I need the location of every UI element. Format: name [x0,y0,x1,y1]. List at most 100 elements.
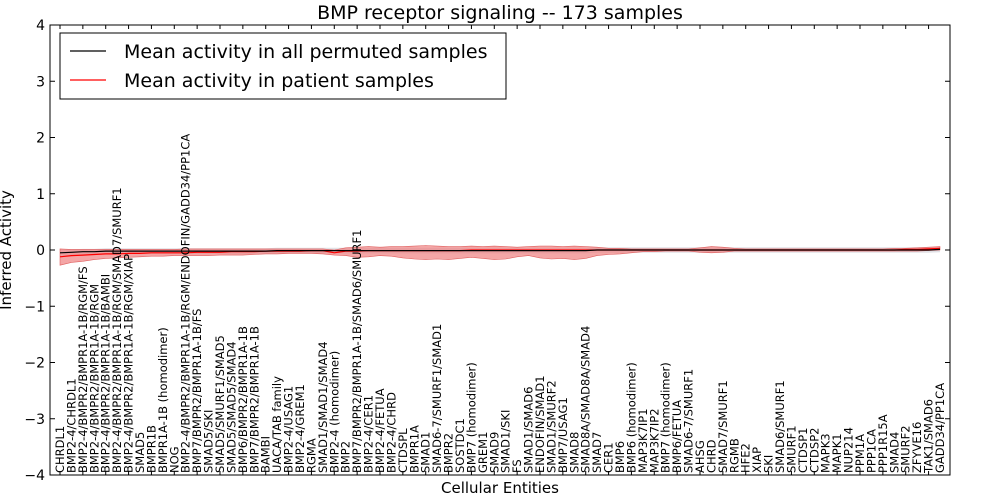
entity-label: CER1 [602,442,616,473]
entity-label: BMP2-4/BMPR2/BMPR1A-1B/RGM/SMAD7/SMURF1 [110,187,124,473]
entity-label: SMAD5/SMURF1/SMAD5 [213,335,227,473]
entity-label: SMAD1 [419,432,433,473]
entity-label: CTDSPL [396,428,410,473]
entity-label: BAMBI [259,436,273,473]
entity-label: BMPR1A [407,425,421,473]
entity-label: PPM1A [853,434,867,473]
entity-label: SMURF1 [784,425,798,473]
entity-label: BMP6 [613,441,627,473]
y-tick-label: −4 [24,468,45,484]
entity-label: BMP2-4/CER1 [362,395,376,473]
y-tick-label: 3 [36,74,45,90]
entity-label: SMAD1/SMAD6 [522,387,536,473]
entity-label: SMAD5 [133,432,147,473]
entity-label: BMPR1A-1B (homodimer) [156,327,170,473]
entity-label: RGMA [304,438,318,473]
entity-label: BMP2-4/FETUA [373,388,387,473]
entity-label: BMP7/USAG1 [556,397,570,473]
entity-label: SMAD8 [567,432,581,473]
entity-label: BMP6/FETUA [670,400,684,473]
entity-label: CTDSP2 [807,428,821,473]
entity-label: CHRD [704,439,718,473]
entity-label: SKI [762,455,776,473]
entity-label: BMP2-4/BMPR2/BMPR1A-1B/BAMBI [99,274,113,473]
entity-label: BMP2-4/BMPR2/BMPR1A-1B/RGM/XIAP [122,254,136,473]
y-tick-label: 2 [36,131,45,147]
entity-label: NOG [167,446,181,473]
y-tick-label: 4 [36,18,45,34]
entity-label: SMAD7/SMURF1 [716,380,730,473]
entity-label: ENDOFIN/SMAD1 [533,375,547,473]
entity-label: BMP2-4/BMPR2/BMPR1A-1B/RGM/FS [76,266,90,473]
entity-label: SMAD8A/SMAD8A/SMAD4 [579,326,593,473]
entity-labels: CHRDL1BMP2-4/CHRDL1BMP2-4/BMPR2/BMPR1A-1… [53,134,947,474]
permuted-series-line [59,248,941,254]
entity-label: RGMB [727,438,741,473]
y-tick-label: 0 [36,243,45,259]
y-tick-label: −2 [24,356,45,372]
entity-label: BMP7/BMPR2/BMPR1A-1B/SMAD6/SMURF1 [350,230,364,473]
y-tick-label: −3 [24,412,45,428]
entity-label: BMP2-4/BMPR2/BMPR1A-1B/RGM [87,284,101,473]
entity-label: BMP2-4/USAG1 [282,386,296,473]
entity-label: CTDSP1 [796,428,810,473]
entity-label: SMAD1/SMAD1/SMAD4 [316,341,330,473]
entity-label: BMP2-4/BMPR2/BMPR1A-1B/RGM/ENDOFIN/GADD3… [179,134,193,473]
entity-label: SMAD6-7/SMURF1/SMAD1 [430,324,444,473]
entity-label: AHSG [693,440,707,473]
entity-label: SMAD4 [887,432,901,473]
entity-label: BMP7 (homodimer) [464,362,478,473]
entity-label: MAPK1 [830,433,844,473]
entity-label: BMP7/BMPR2/BMPR1A-1B [247,326,261,473]
y-tick-label: 1 [36,187,45,203]
entity-label: BMP2-4 (homodimer) [327,351,341,473]
entity-label: SMAD9 [487,432,501,473]
entity-label: MAP3K7IP1 [636,408,650,473]
y-axis-label: Inferred Activity [0,190,15,310]
entity-label: MAPK3 [819,433,833,473]
entity-label: SMAD1/SKI [499,410,513,473]
entity-label: BMP7 (homodimer) [659,362,673,473]
legend-box [59,32,507,100]
entity-label: SOSTDC1 [453,418,467,473]
entity-label: FS [510,459,524,473]
entity-label: UACA/TAB family [270,376,284,473]
y-axis-ticks: 4 3 2 1 0 −1 −2 −3 −4 [24,18,950,484]
entity-label: BMP6 (homodimer) [624,362,638,473]
entity-label: SMAD7 [590,432,604,473]
legend-patient-label: Mean activity in patient samples [124,70,434,92]
entity-label: BMP2 [339,441,353,473]
entity-label: BMPR1B [144,425,158,473]
entity-label: ZFYVE16 [910,422,924,473]
y-tick-label: −1 [24,299,45,315]
entity-label: MAP3K7IP2 [647,408,661,473]
entity-label: GREM1 [476,432,490,473]
entity-label: SMAD1/SMURF2 [544,380,558,473]
entity-label: SMAD5/SMAD5/SMAD4 [224,341,238,473]
entity-label: HFE2 [739,443,753,473]
entity-label: SMAD6/SMURF1 [773,380,787,473]
entity-label: BMPR2 [442,433,456,473]
series-lines [59,247,941,258]
chart-title: BMP receptor signaling -- 173 samples [317,2,683,24]
entity-label: BMP2-4/CHRD [384,392,398,473]
entity-label: SMURF2 [899,425,913,473]
entity-label: PPP1CA [864,429,878,473]
entity-label: BMP6/BMPR2/BMPR1A-1B [236,326,250,473]
x-axis-label: Cellular Entities [441,479,559,497]
legend-permuted-label: Mean activity in all permuted samples [124,41,487,63]
entity-label: SMAD5/SKI [202,410,216,473]
entity-label: BMP2-4/GREM1 [293,384,307,473]
entity-label: XIAP [750,447,764,473]
entity-label: CHRDL1 [53,426,67,473]
entity-label: BMP7/BMPR2/BMPR1A-1B/FS [190,309,204,473]
entity-label: SMAD6-7/SMURF1 [682,369,696,473]
entity-label: NUP214 [842,427,856,473]
plot-frame [49,24,951,476]
entity-label: GADD34/PP1CA [933,383,947,473]
entity-label: TAK1/SMAD6 [922,399,936,474]
entity-label: PPP1R15A [876,414,890,473]
entity-label: BMP2-4/CHRDL1 [64,378,78,473]
legend: Mean activity in all permuted samples Me… [59,32,507,100]
